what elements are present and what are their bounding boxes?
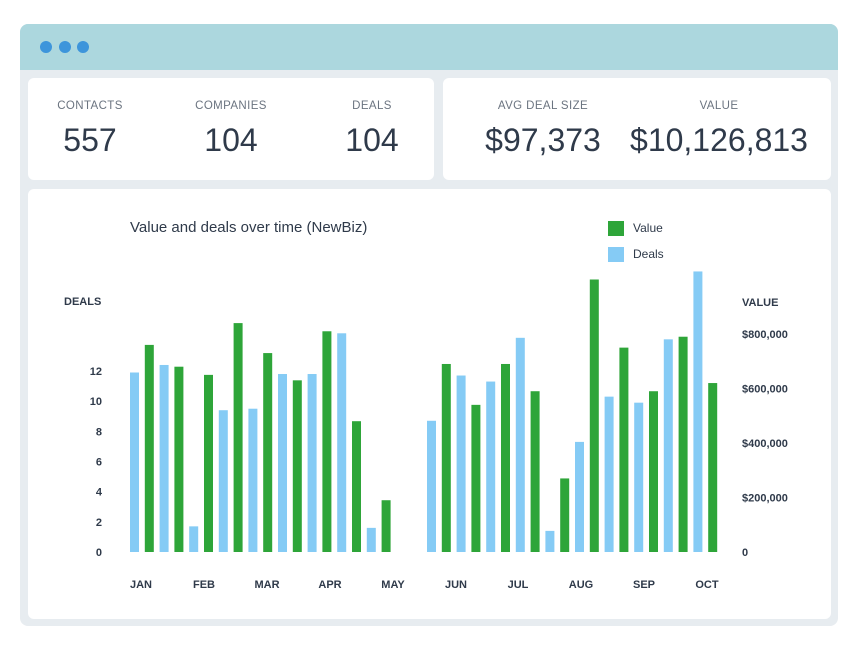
value-bar[interactable] [649, 391, 658, 552]
x-tick-label: AUG [569, 579, 593, 591]
value-bar[interactable] [501, 363, 510, 552]
value-bar[interactable] [263, 353, 273, 552]
deals-bar[interactable] [663, 339, 673, 552]
value-bar[interactable] [322, 331, 332, 552]
legend-value-swatch [608, 221, 624, 236]
summary-card-values: AVG DEAL SIZE $97,373 VALUE $10,126,813 [443, 78, 831, 180]
deals-bar[interactable] [456, 375, 466, 552]
y-axis-right-title: VALUE [742, 297, 778, 309]
y-left-tick-label: 0 [96, 547, 102, 559]
value-label: VALUE [699, 100, 739, 112]
y-left-tick-label: 2 [96, 517, 102, 529]
y-right-tick-label: 0 [742, 547, 748, 559]
avg-deal-size-label: AVG DEAL SIZE [497, 100, 589, 112]
x-tick-label: APR [318, 579, 341, 591]
y-axis-left-title: DEALS [64, 296, 101, 308]
value-bar[interactable] [381, 500, 391, 552]
window-dot-icon[interactable] [40, 41, 52, 53]
y-left-tick-label: 10 [90, 396, 102, 408]
y-right-tick-label: $600,000 [742, 384, 788, 396]
value-bar[interactable] [708, 383, 718, 552]
x-tick-label: SEP [633, 579, 655, 591]
value-bar[interactable] [471, 404, 481, 552]
browser-window: CONTACTS 557 COMPANIES 104 DEALS 104 AVG… [20, 24, 838, 626]
deals-bar[interactable] [604, 396, 614, 552]
value-bar[interactable] [204, 374, 213, 552]
x-tick-label: MAR [254, 579, 279, 591]
deals-bar[interactable] [337, 333, 347, 552]
contacts-label: CONTACTS [57, 100, 123, 112]
value-bar[interactable] [530, 391, 540, 552]
window-dot-icon[interactable] [59, 41, 71, 53]
deals-label: DEALS [352, 100, 392, 112]
deals-value: 104 [345, 122, 399, 158]
value-total: $10,126,813 [630, 122, 808, 158]
x-tick-label: FEB [193, 579, 215, 591]
deals-bar[interactable] [545, 530, 555, 552]
deals-bar[interactable] [130, 372, 139, 552]
companies-label: COMPANIES [195, 100, 267, 112]
deals-bar[interactable] [218, 410, 228, 552]
deals-bar[interactable] [486, 381, 496, 552]
window-titlebar [20, 24, 838, 70]
deals-bar[interactable] [634, 402, 644, 552]
value-bar[interactable] [352, 421, 361, 552]
value-deals-chart: Value and deals over time (NewBiz) Value… [64, 219, 788, 591]
avg-deal-size-value: $97,373 [485, 122, 601, 158]
y-left-tick-label: 8 [96, 426, 102, 438]
x-tick-label: MAY [381, 579, 405, 591]
value-bar[interactable] [292, 380, 302, 552]
summary-card-counts: CONTACTS 557 COMPANIES 104 DEALS 104 [28, 78, 434, 180]
value-bar[interactable] [233, 323, 243, 552]
y-left-tick-label: 12 [90, 366, 102, 378]
deals-bar[interactable] [159, 364, 169, 552]
value-bar[interactable] [560, 478, 570, 552]
contacts-value: 557 [63, 122, 117, 158]
legend-deals-swatch [608, 247, 624, 262]
deals-bar[interactable] [575, 441, 584, 552]
deals-bar[interactable] [366, 527, 376, 552]
deals-bar[interactable] [278, 374, 287, 552]
y-right-tick-label: $400,000 [742, 438, 788, 450]
companies-value: 104 [204, 122, 258, 158]
x-tick-label: JUL [508, 579, 529, 591]
y-right-tick-label: $200,000 [742, 493, 788, 505]
value-bar[interactable] [441, 363, 451, 552]
y-left-tick-label: 6 [96, 457, 102, 469]
legend-deals-label[interactable]: Deals [633, 247, 664, 261]
value-bar[interactable] [174, 366, 184, 552]
value-bar[interactable] [589, 279, 599, 553]
chart-card: Value and deals over time (NewBiz) Value… [28, 189, 831, 619]
window-dot-icon[interactable] [77, 41, 89, 53]
value-bar[interactable] [144, 344, 154, 552]
deals-bar[interactable] [427, 420, 436, 552]
x-tick-label: JUN [445, 579, 467, 591]
legend-value-label[interactable]: Value [633, 221, 663, 235]
deals-bar[interactable] [248, 408, 258, 552]
y-right-tick-label: $800,000 [742, 329, 788, 341]
x-tick-label: OCT [695, 579, 719, 591]
deals-bar[interactable] [693, 271, 703, 552]
x-tick-label: JAN [130, 579, 152, 591]
deals-bar[interactable] [307, 374, 317, 552]
deals-bar[interactable] [515, 337, 525, 552]
value-bar[interactable] [678, 336, 688, 552]
deals-bar[interactable] [189, 526, 199, 552]
chart-title: Value and deals over time (NewBiz) [130, 219, 367, 236]
value-bar[interactable] [619, 347, 629, 552]
y-left-tick-label: 4 [96, 487, 103, 499]
